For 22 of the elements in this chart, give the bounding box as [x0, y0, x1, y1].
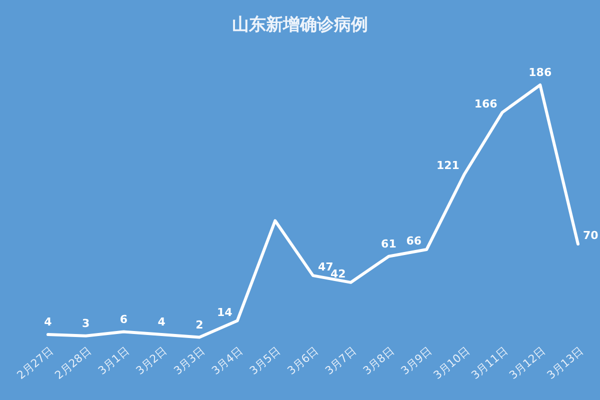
x-tick-label: 3月1日	[96, 344, 132, 378]
x-tick-label: 3月2日	[134, 344, 170, 378]
data-label: 61	[381, 237, 396, 250]
data-label: 186	[528, 66, 552, 79]
x-tick-label: 3月8日	[360, 344, 397, 378]
data-label: 166	[474, 97, 498, 110]
data-label: 3	[82, 316, 90, 330]
data-label: 6	[120, 312, 128, 326]
data-label: 42	[330, 267, 346, 280]
data-label: 121	[436, 159, 460, 172]
data-label: 4	[44, 316, 52, 329]
data-label: 4	[158, 316, 166, 329]
x-tick-label: 3月3日	[171, 344, 208, 378]
x-tick-label: 3月6日	[284, 344, 321, 378]
data-label: 66	[406, 234, 422, 248]
x-tick-label: 3月7日	[322, 344, 359, 378]
x-tick-label: 3月5日	[247, 344, 284, 378]
data-label: 70	[583, 229, 599, 242]
data-label: 14	[216, 306, 233, 319]
chart-title: 山东新增确诊病例	[232, 15, 368, 35]
data-label: 2	[196, 318, 204, 332]
x-tick-label: 3月4日	[209, 344, 246, 378]
